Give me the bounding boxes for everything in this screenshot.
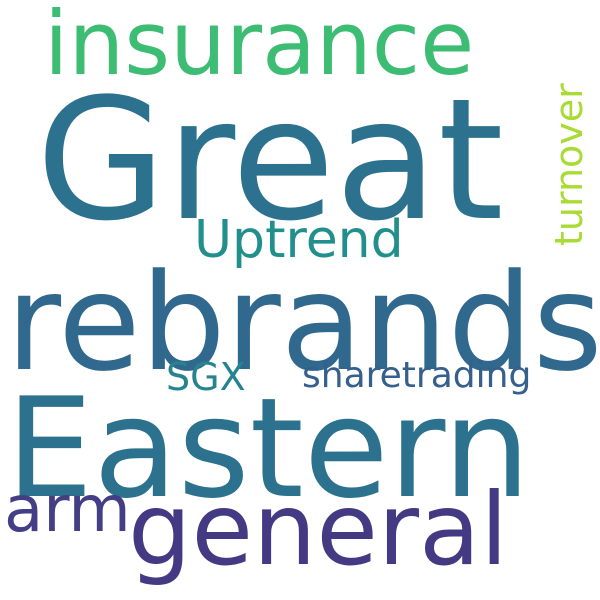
word-rebrands: rebrands [6, 245, 600, 401]
word-uptrend: Uptrend [194, 210, 404, 270]
word-turnover: turnover [547, 83, 591, 246]
word-eastern: Eastern [6, 368, 531, 529]
word-arm: arm [4, 473, 131, 547]
word-sgx: SGX [166, 355, 246, 399]
word-great: Great [36, 62, 504, 258]
word-general: general [128, 471, 509, 588]
word-sharetrading: sharetrading [302, 355, 532, 396]
word-insurance: insurance [44, 0, 475, 95]
